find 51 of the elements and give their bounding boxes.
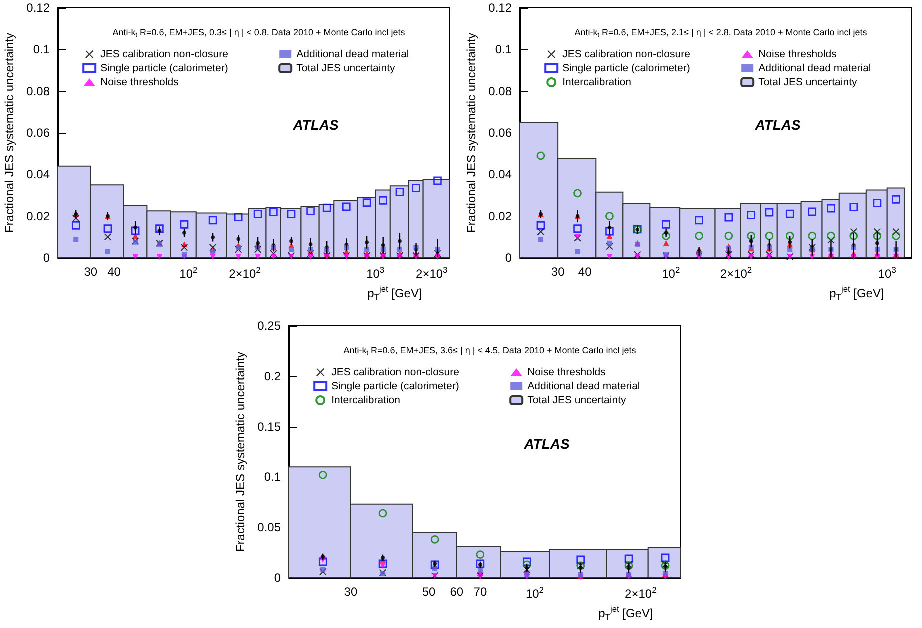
legend-label: Additional dead material: [296, 48, 410, 60]
y-tick-label: 0.05: [258, 520, 282, 535]
legend-label: JES calibration non-closure: [332, 366, 460, 378]
y-tick-label: 0.02: [488, 209, 512, 224]
y-tick-label: 0.1: [33, 42, 50, 57]
legend-label: Total JES uncertainty: [758, 76, 858, 88]
x-tick-label: 50: [422, 585, 436, 599]
y-tick-label: 0.1: [264, 470, 282, 484]
legend-label: Additional dead material: [528, 380, 640, 392]
x-tick-label: 30: [84, 265, 98, 279]
legend-label: Total JES uncertainty: [296, 62, 396, 74]
legend-label: Total JES uncertainty: [528, 394, 627, 406]
x-tick-label: 40: [108, 265, 122, 279]
annotation: ATLAS: [292, 117, 340, 133]
legend-label: Single particle (calorimeter): [562, 62, 690, 74]
x-tick-label: 30: [551, 265, 566, 279]
legend-label: JES calibration non-closure: [100, 48, 229, 60]
y-tick-label: 0.15: [258, 420, 282, 434]
y-tick-label: 0: [43, 251, 50, 265]
y-tick-label: 0.1: [495, 42, 512, 57]
y-tick-label: 0.02: [26, 209, 50, 224]
legend-label: Noise thresholds: [758, 48, 837, 60]
annotation: ATLAS: [523, 436, 570, 452]
x-tick-label: 60: [450, 585, 464, 599]
legend-label: Additional dead material: [758, 62, 872, 74]
y-tick-label: 0.04: [488, 168, 512, 182]
y-tick-label: 0.12: [488, 1, 512, 15]
legend-label: Noise thresholds: [528, 366, 606, 378]
x-tick-label: 70: [474, 585, 488, 599]
annotation: ATLAS: [754, 117, 802, 133]
legend-label: Single particle (calorimeter): [332, 380, 460, 392]
y-tick-label: 0.06: [26, 126, 50, 140]
legend-label: JES calibration non-closure: [562, 48, 691, 60]
y-tick-label: 0.08: [488, 84, 512, 98]
y-axis-title: Fractional JES systematic uncertainty: [234, 352, 248, 552]
x-tick-label: 30: [344, 585, 358, 599]
y-tick-label: 0: [274, 571, 282, 585]
x-tick-label: 40: [578, 265, 592, 279]
y-tick-label: 0.04: [26, 168, 50, 182]
y-tick-label: 0.25: [258, 319, 282, 333]
y-tick-label: 0: [505, 251, 512, 265]
y-tick-label: 0.2: [264, 369, 282, 384]
legend-label: Noise thresholds: [100, 76, 179, 88]
y-axis-title: Fractional JES systematic uncertainty: [2, 32, 17, 234]
y-tick-label: 0.12: [26, 1, 50, 15]
legend-label: Intercalibration: [562, 76, 632, 88]
y-tick-label: 0.08: [26, 84, 50, 98]
legend-label: Single particle (calorimeter): [100, 62, 228, 74]
y-axis-title: Fractional JES systematic uncertainty: [464, 32, 479, 234]
legend-label: Intercalibration: [332, 394, 401, 406]
y-tick-label: 0.06: [488, 126, 512, 140]
